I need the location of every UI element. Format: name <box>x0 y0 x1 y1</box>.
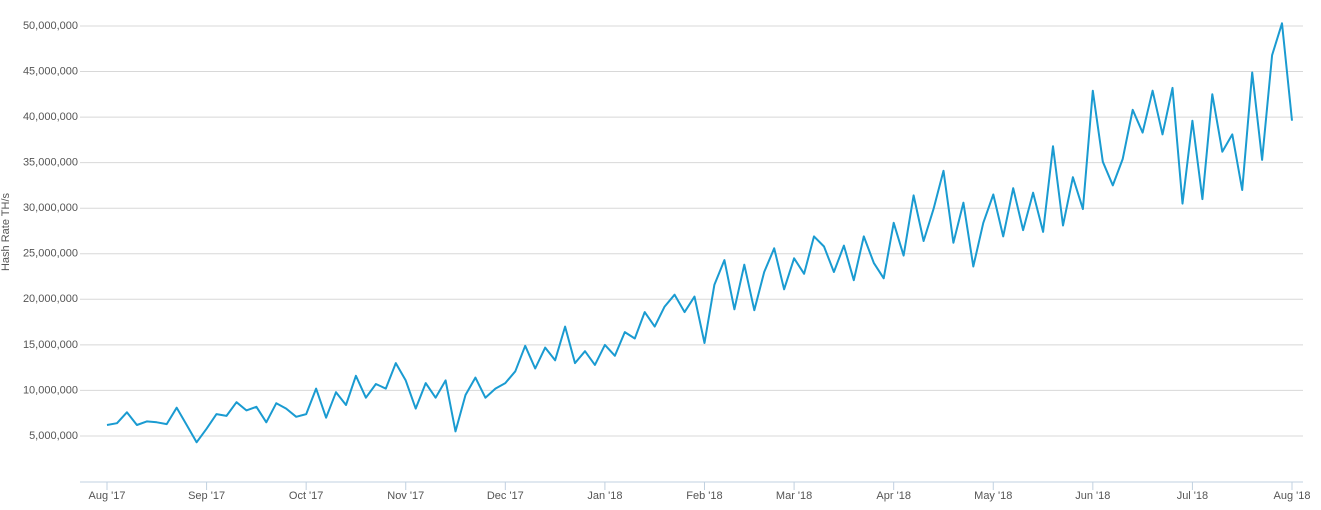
x-tick-label: Dec '17 <box>487 490 524 502</box>
y-tick-label: 30,000,000 <box>23 202 78 214</box>
x-tick-label: May '18 <box>974 490 1012 502</box>
x-tick-label: Jan '18 <box>587 490 622 502</box>
x-tick-label: Mar '18 <box>776 490 812 502</box>
x-tick-label: Jun '18 <box>1075 490 1110 502</box>
y-tick-label: 50,000,000 <box>23 20 78 32</box>
x-tick-label: Apr '18 <box>876 490 911 502</box>
y-tick-label: 25,000,000 <box>23 248 78 260</box>
y-tick-label: 20,000,000 <box>23 293 78 305</box>
x-tick-label: Feb '18 <box>686 490 722 502</box>
x-tick-label: Jul '18 <box>1177 490 1208 502</box>
y-axis-title: Hash Rate TH/s <box>0 192 12 271</box>
y-tick-label: 10,000,000 <box>23 384 78 396</box>
y-tick-label: 15,000,000 <box>23 339 78 351</box>
x-tick-label: Aug '17 <box>89 490 126 502</box>
y-tick-label: 35,000,000 <box>23 157 78 169</box>
x-tick-label: Oct '17 <box>289 490 324 502</box>
x-tick-label: Aug '18 <box>1274 490 1311 502</box>
x-tick-label: Sep '17 <box>188 490 225 502</box>
x-tick-label: Nov '17 <box>387 490 424 502</box>
data-line <box>106 22 1293 444</box>
y-tick-label: 40,000,000 <box>23 111 78 123</box>
y-tick-label: 5,000,000 <box>29 430 78 442</box>
y-tick-label: 45,000,000 <box>23 65 78 77</box>
